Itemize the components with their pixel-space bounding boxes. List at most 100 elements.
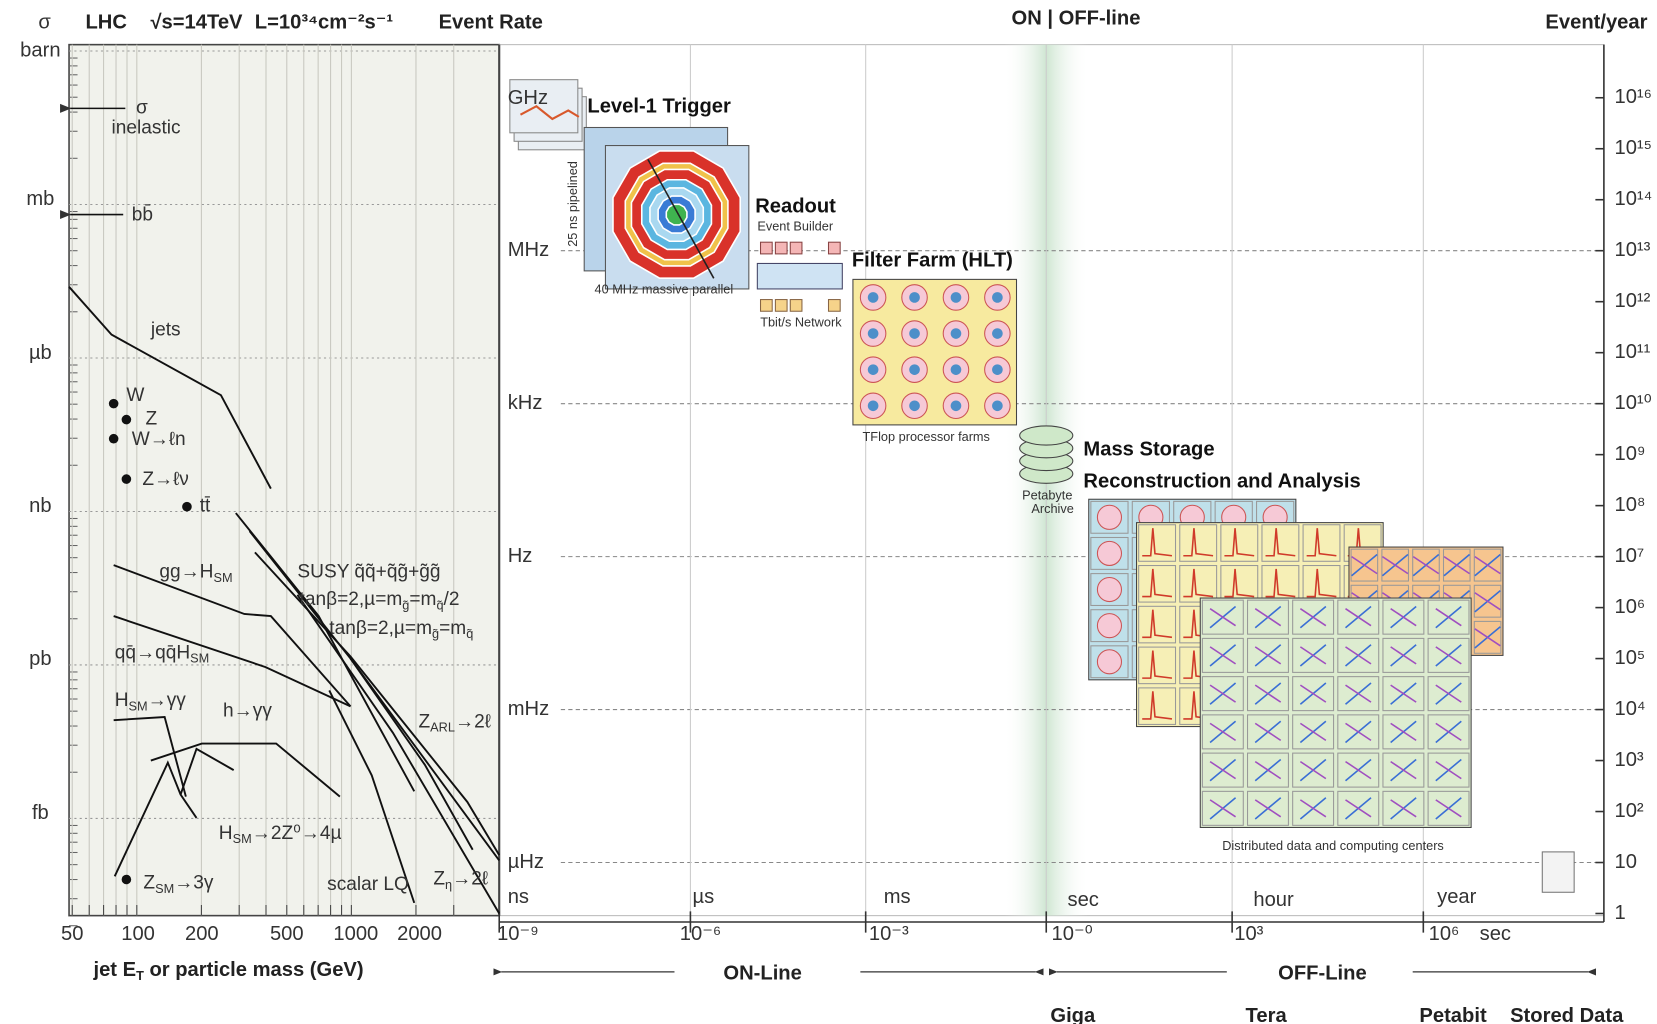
time-exponent: 10⁻⁰ <box>1052 923 1093 945</box>
subscript: g̃ <box>402 598 409 613</box>
text-part: Z <box>433 869 445 890</box>
fit <box>1345 760 1372 780</box>
process-label: bb̄ <box>132 205 153 226</box>
process-label: jets <box>150 319 181 340</box>
process-label: tanβ=2,µ=mg̃=mq̃/2 <box>300 589 460 613</box>
events-per-year: 10¹⁰ <box>1615 392 1652 414</box>
process-label: Z→ℓν <box>142 469 189 490</box>
subscript: T <box>136 969 144 984</box>
text-part: H <box>115 690 129 711</box>
tera: Tera <box>1246 1005 1288 1024</box>
subscript: SM <box>155 881 174 896</box>
fit <box>1209 646 1237 665</box>
histogram <box>1265 528 1296 557</box>
fit <box>1299 722 1327 742</box>
data-cell <box>1201 790 1244 826</box>
subscript: ARL <box>430 720 455 735</box>
y-label: µb <box>29 342 52 364</box>
fit <box>1435 684 1462 703</box>
text-part: →3γ <box>174 873 214 894</box>
text-part: Z <box>418 711 430 732</box>
processor-core <box>909 292 920 303</box>
processor-core <box>950 364 962 375</box>
histogram <box>1306 568 1337 598</box>
text-part: →2ℓ <box>455 711 491 732</box>
processor-core <box>867 364 879 375</box>
fit <box>1254 760 1282 780</box>
cross-section-curve <box>254 551 501 856</box>
histogram <box>1142 568 1173 598</box>
histogram <box>1183 528 1214 557</box>
cross-section-curve <box>296 594 501 914</box>
x-tick-label: 2000 <box>397 923 442 945</box>
rate-label: kHz <box>508 392 543 414</box>
fit <box>1390 722 1417 742</box>
fit <box>1254 646 1282 665</box>
curves <box>60 103 501 914</box>
text-part: =m <box>439 618 466 639</box>
text-part: gg→H <box>159 562 213 583</box>
off-line: OFF-Line <box>1278 962 1367 984</box>
events-per-year: 10⁵ <box>1615 647 1646 669</box>
process-label: ZARL→2ℓ <box>418 711 490 735</box>
fit <box>1209 607 1237 627</box>
text-part: SUSY q̃q̃+q̃g̃+g̃g̃ <box>297 562 440 583</box>
events-per-year: 10¹⁴ <box>1615 188 1653 210</box>
subscript: q̃ <box>436 598 443 613</box>
processor-core <box>992 400 1003 412</box>
text-part: or particle mass (GeV) <box>144 959 364 981</box>
time-exponent: 10⁶ <box>1429 923 1460 945</box>
events-per-year: 10¹⁶ <box>1615 86 1652 108</box>
fit <box>1299 684 1327 703</box>
text-part: jet E <box>92 959 136 981</box>
fit <box>1390 607 1417 627</box>
fit <box>1435 646 1462 665</box>
stage-caption: Distributed data and computing centers <box>1222 838 1444 853</box>
cross-section-curve <box>328 690 416 904</box>
event-display <box>1096 540 1123 566</box>
stage-subtitle: Event Builder <box>757 219 834 234</box>
y-label: barn <box>20 39 60 61</box>
on-off-line: ON | OFF-line <box>1012 7 1141 29</box>
fit <box>1474 592 1501 611</box>
histogram <box>1183 568 1214 598</box>
cross-section-panel <box>68 43 501 917</box>
events-per-year: 1 <box>1615 902 1626 924</box>
processor-core <box>909 328 920 339</box>
text-part: tanβ=2,µ=m <box>329 618 432 639</box>
processor-core <box>950 400 962 412</box>
events-per-year: 10⁶ <box>1615 596 1646 618</box>
fit <box>1443 555 1470 575</box>
cross-section-curve <box>349 658 474 851</box>
event-display <box>1096 613 1123 639</box>
measured-point <box>108 433 119 444</box>
processor-core <box>950 292 962 303</box>
processor-core <box>867 328 879 339</box>
events-per-year: 10³ <box>1615 749 1644 771</box>
fit <box>1254 722 1282 742</box>
fit <box>1254 607 1282 627</box>
stage-caption: Tbit/s Network <box>760 314 842 329</box>
fit <box>1299 646 1327 665</box>
fit <box>1345 684 1372 703</box>
data-cell <box>1427 752 1470 788</box>
subscript: SM <box>233 832 252 847</box>
subscript: η <box>445 877 452 892</box>
time-label: sec <box>1067 889 1098 911</box>
text-part: scalar LQ <box>327 874 409 895</box>
fit <box>1435 607 1462 627</box>
process-label: qq̄→qq̄HSM <box>115 642 210 666</box>
fit <box>1474 628 1501 647</box>
text-part: Z <box>146 409 158 430</box>
luminosity: L=10³⁴cm⁻²s⁻¹ <box>255 12 394 34</box>
subscript: SM <box>129 699 148 714</box>
text-part: bb̄ <box>132 205 153 226</box>
histogram <box>1224 528 1255 557</box>
histogram <box>1265 568 1296 598</box>
fit <box>1345 646 1372 665</box>
rate-label: MHz <box>508 239 549 261</box>
time-label: ns <box>508 886 529 908</box>
